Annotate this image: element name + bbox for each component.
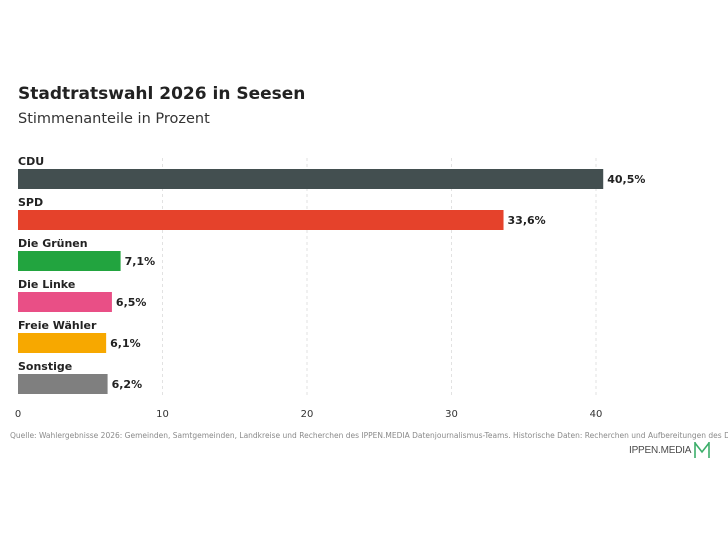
category-label: Freie Wähler: [18, 319, 97, 332]
bar: [18, 333, 107, 353]
x-tick-label: 40: [590, 409, 603, 420]
source-note: Quelle: Wahlergebnisse 2026: Gemeinden, …: [10, 431, 728, 440]
x-tick-label: 30: [445, 409, 458, 420]
bar: [18, 251, 121, 271]
chart-title: Stadtratswahl 2026 in Seesen: [18, 84, 306, 104]
publisher-logo: IPPEN.MEDIA: [629, 441, 711, 459]
data-label: 6,2%: [112, 378, 143, 391]
x-tick-label: 0: [15, 409, 21, 420]
bar: [18, 169, 604, 189]
x-tick-label: 20: [301, 409, 314, 420]
data-label: 40,5%: [607, 173, 645, 186]
logo-text: IPPEN.MEDIA: [629, 444, 692, 456]
data-label: 6,1%: [110, 337, 141, 350]
bar: [18, 374, 108, 394]
data-label: 33,6%: [508, 214, 546, 227]
bar: [18, 210, 504, 230]
category-label: CDU: [18, 155, 44, 168]
bar: [18, 292, 112, 312]
category-label: Die Linke: [18, 278, 75, 291]
x-tick-label: 10: [156, 409, 169, 420]
bar-chart: 0 10 20 30 40 CDU 40,5% SPD 33,6% Die Grünen 7,1% D…: [15, 155, 646, 420]
data-label: 6,5%: [116, 296, 147, 309]
category-label: Die Grünen: [18, 237, 88, 250]
chart-subtitle: Stimmenanteile in Prozent: [18, 111, 210, 127]
data-label: 7,1%: [125, 255, 156, 268]
category-label: SPD: [18, 196, 43, 209]
category-label: Sonstige: [18, 360, 72, 373]
ippen-m-icon: [694, 442, 711, 458]
